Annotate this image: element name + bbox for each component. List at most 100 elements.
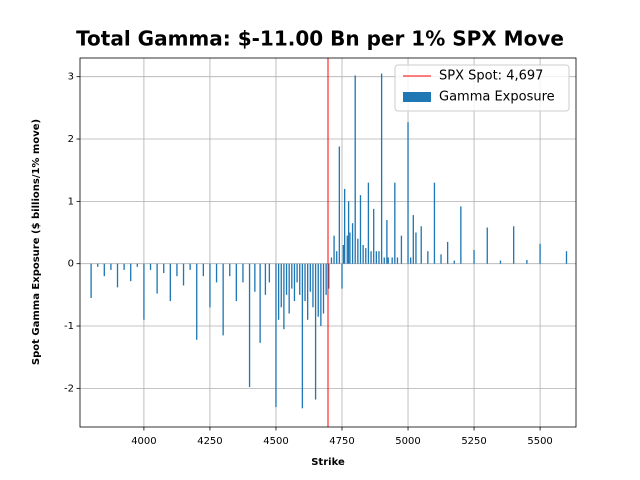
y-tick-label: 1 <box>68 196 74 207</box>
bar <box>351 223 354 264</box>
y-tick-label: 3 <box>68 72 74 83</box>
bar <box>322 263 325 314</box>
y-tick-label: 2 <box>68 134 74 145</box>
bar <box>264 263 267 295</box>
bar <box>268 263 271 283</box>
bar <box>325 263 327 295</box>
bar <box>526 259 528 264</box>
bar <box>349 232 351 264</box>
bar <box>386 220 388 264</box>
bar <box>415 232 417 264</box>
x-tick-label: 4250 <box>197 436 222 447</box>
x-tick-label: 5250 <box>461 436 486 447</box>
bar <box>169 263 171 302</box>
bar <box>341 263 343 289</box>
bar <box>378 251 380 264</box>
bar <box>412 215 414 264</box>
bar <box>333 235 335 264</box>
x-tick-label: 4750 <box>329 436 354 447</box>
bar <box>90 263 92 298</box>
bar <box>285 263 288 295</box>
bar <box>370 251 372 264</box>
bar <box>275 263 277 408</box>
bar <box>235 263 238 302</box>
y-tick-label: 0 <box>68 259 74 270</box>
y-axis-label: Spot Gamma Exposure ($ billions/1% move) <box>31 119 42 365</box>
bar <box>343 188 346 264</box>
bar <box>357 238 359 264</box>
x-tick-label: 5500 <box>527 436 552 447</box>
x-tick-label: 4000 <box>131 436 156 447</box>
bar <box>539 243 541 264</box>
bar <box>330 257 333 264</box>
bar <box>407 122 409 264</box>
legend-label: Gamma Exposure <box>439 90 555 105</box>
bar <box>383 257 385 264</box>
axes-frame <box>79 57 577 428</box>
bar <box>338 146 341 264</box>
bar <box>248 263 251 388</box>
bar <box>387 257 389 264</box>
bar <box>288 263 290 314</box>
x-tick-label: 5000 <box>395 436 420 447</box>
bar <box>565 251 568 264</box>
x-axis-label: Strike <box>311 457 345 468</box>
bar <box>242 263 244 283</box>
bar <box>182 263 185 286</box>
bar <box>440 254 442 264</box>
bar <box>202 263 204 277</box>
bar <box>342 244 344 264</box>
bar <box>453 260 455 264</box>
bar <box>317 263 319 317</box>
bar <box>110 263 112 270</box>
bar <box>103 263 105 277</box>
y-tick-label: -1 <box>64 321 74 332</box>
bar <box>296 263 298 283</box>
bar <box>367 182 370 264</box>
y-tick-label: -2 <box>64 383 74 394</box>
bar <box>196 263 198 340</box>
x-tick-label: 4500 <box>263 436 288 447</box>
bar <box>116 263 119 288</box>
bar <box>394 182 396 264</box>
bar <box>189 263 191 270</box>
bar <box>354 75 356 264</box>
bar <box>301 263 304 409</box>
bar <box>215 263 218 283</box>
bar <box>163 263 165 274</box>
bar <box>209 263 211 308</box>
bar <box>123 263 125 270</box>
bar <box>143 263 145 320</box>
legend-box <box>394 64 570 112</box>
bar <box>97 263 99 267</box>
bar <box>293 263 296 302</box>
bar <box>336 251 338 264</box>
bar <box>362 244 364 264</box>
bar <box>446 241 449 264</box>
chart-title: Total Gamma: $-11.00 Bn per 1% SPX Move <box>76 27 564 51</box>
bar <box>229 263 231 277</box>
legend-swatch <box>403 92 431 102</box>
bar <box>314 263 317 400</box>
bar <box>433 182 436 264</box>
bar <box>486 227 488 264</box>
bar <box>328 263 330 289</box>
bar <box>309 263 311 292</box>
bar <box>130 263 132 282</box>
bar <box>283 263 285 330</box>
bar <box>259 263 261 343</box>
bar <box>346 235 348 264</box>
bar <box>299 263 301 295</box>
bar <box>420 226 422 264</box>
bar <box>391 257 393 264</box>
bar <box>460 206 462 264</box>
bar <box>499 260 502 264</box>
bar <box>304 263 306 302</box>
bar <box>307 263 309 320</box>
bar <box>277 263 280 320</box>
bar <box>136 263 138 267</box>
bar <box>400 235 403 264</box>
bar <box>473 249 475 264</box>
bar <box>365 248 367 264</box>
